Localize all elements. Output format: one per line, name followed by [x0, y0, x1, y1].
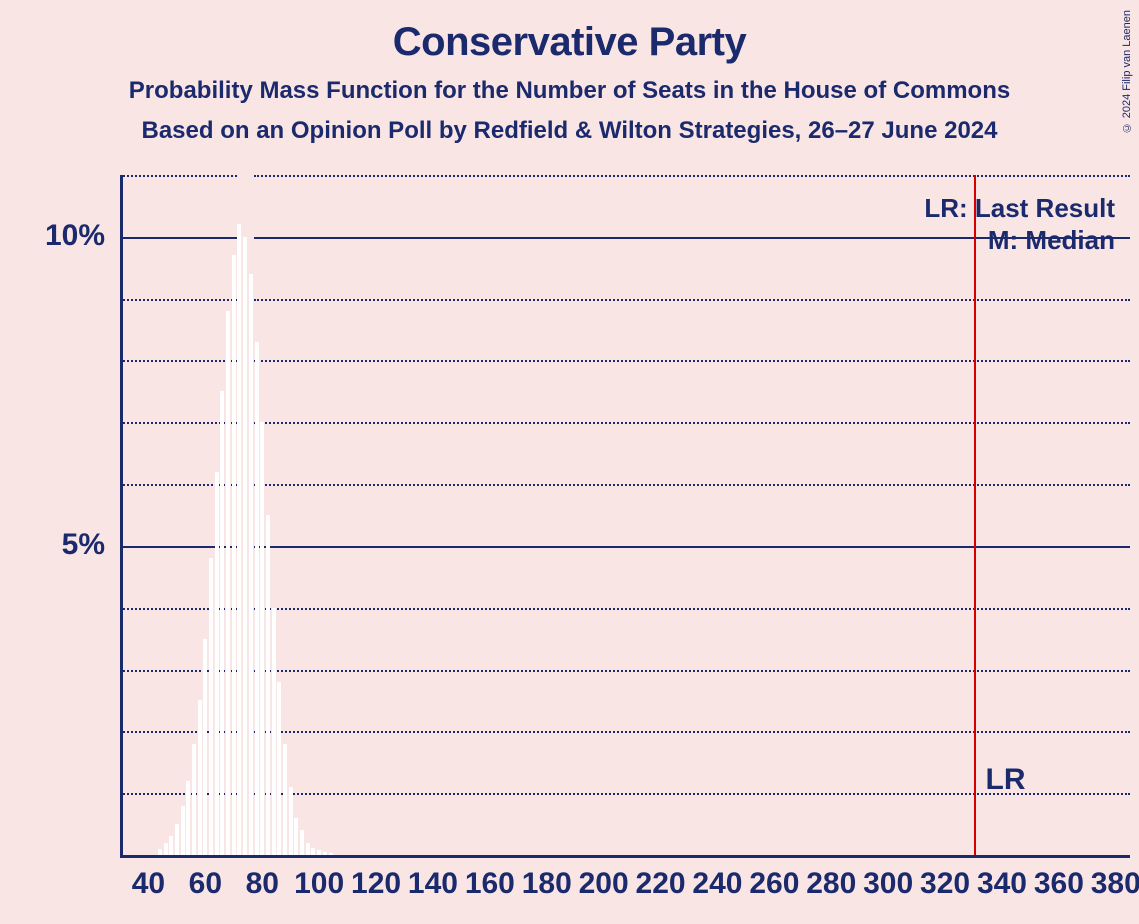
- gridline-minor: [120, 484, 237, 486]
- x-tick-label: 100: [294, 867, 344, 901]
- x-axis: [120, 855, 1130, 858]
- pmf-bar: [272, 608, 276, 855]
- pmf-bar: [255, 342, 259, 855]
- x-tick-label: 140: [408, 867, 458, 901]
- gridline-major: [120, 237, 237, 239]
- pmf-bar: [283, 744, 287, 855]
- pmf-bar: [169, 836, 173, 855]
- gridline-minor: [120, 422, 237, 424]
- x-tick-label: 240: [692, 867, 742, 901]
- x-tick-label: 300: [863, 867, 913, 901]
- gridline-minor: [254, 484, 1130, 486]
- pmf-bar: [237, 224, 241, 855]
- gridline-minor: [254, 670, 1130, 672]
- plot-wrapper: 5% 10% LR: Last ResultM: Median LR 40 60 80 100…: [0, 175, 1139, 915]
- x-tick-label: 340: [977, 867, 1027, 901]
- gridline-minor: [120, 299, 237, 301]
- pmf-bar: [164, 843, 168, 855]
- pmf-bar: [186, 781, 190, 855]
- pmf-bar: [317, 850, 321, 855]
- pmf-bar: [203, 639, 207, 855]
- legend-median: M: Median: [988, 225, 1115, 256]
- x-tick-label: 40: [132, 867, 165, 901]
- y-tick-label: 10%: [5, 219, 105, 253]
- gridline-minor: [120, 175, 237, 177]
- pmf-bar: [329, 853, 333, 855]
- pmf-bar: [260, 422, 264, 855]
- pmf-bar: [198, 700, 202, 855]
- x-tick-label: 60: [189, 867, 222, 901]
- pmf-bar: [220, 391, 224, 855]
- gridline-minor: [254, 731, 1130, 733]
- pmf-bar: [266, 515, 270, 855]
- gridline-minor: [120, 608, 237, 610]
- gridline-minor: [254, 608, 1130, 610]
- pmf-bar: [306, 843, 310, 855]
- pmf-bar: [175, 824, 179, 855]
- pmf-bar: [209, 558, 213, 855]
- y-axis: [120, 175, 123, 855]
- gridline-major: [254, 546, 1130, 548]
- titles-block: Conservative Party Probability Mass Func…: [0, 0, 1139, 145]
- chart-subtitle-1: Probability Mass Function for the Number…: [0, 77, 1139, 105]
- gridline-minor: [120, 793, 237, 795]
- gridline-minor: [254, 360, 1130, 362]
- x-tick-label: 260: [749, 867, 799, 901]
- pmf-bar: [181, 806, 185, 855]
- gridline-minor: [254, 175, 1130, 177]
- pmf-bar: [300, 830, 304, 855]
- gridline-major: [120, 546, 237, 548]
- legend-last-result: LR: Last Result: [924, 193, 1115, 224]
- x-tick-label: 220: [636, 867, 686, 901]
- y-tick-label: 5%: [5, 528, 105, 562]
- x-tick-label: 280: [806, 867, 856, 901]
- x-tick-label: 160: [465, 867, 515, 901]
- chart-subtitle-2: Based on an Opinion Poll by Redfield & W…: [0, 117, 1139, 145]
- last-result-line: [974, 175, 976, 855]
- chart-title: Conservative Party: [0, 20, 1139, 65]
- gridline-minor: [254, 299, 1130, 301]
- copyright-text: © 2024 Filip van Laenen: [1121, 10, 1133, 133]
- pmf-bar: [294, 818, 298, 855]
- x-tick-label: 360: [1034, 867, 1084, 901]
- pmf-bar: [289, 787, 293, 855]
- pmf-bar: [277, 682, 281, 855]
- x-tick-label: 380: [1091, 867, 1139, 901]
- pmf-bar: [249, 274, 253, 855]
- pmf-bar: [311, 848, 315, 855]
- pmf-bar: [323, 852, 327, 855]
- gridline-minor: [120, 731, 237, 733]
- x-tick-label: 320: [920, 867, 970, 901]
- pmf-bar: [226, 311, 230, 855]
- x-tick-label: 180: [522, 867, 572, 901]
- pmf-bar: [158, 849, 162, 855]
- pmf-bar: [243, 237, 247, 855]
- pmf-bar: [215, 472, 219, 855]
- x-tick-label: 120: [351, 867, 401, 901]
- gridline-minor: [120, 670, 237, 672]
- gridline-minor: [254, 422, 1130, 424]
- pmf-bar: [192, 744, 196, 855]
- plot-area: 5%10%LR: Last ResultM: MedianLR406080100…: [120, 175, 1130, 855]
- x-tick-label: 80: [246, 867, 279, 901]
- gridline-minor: [120, 360, 237, 362]
- lr-marker-label: LR: [986, 763, 1026, 797]
- pmf-bar: [232, 255, 236, 855]
- x-tick-label: 200: [579, 867, 629, 901]
